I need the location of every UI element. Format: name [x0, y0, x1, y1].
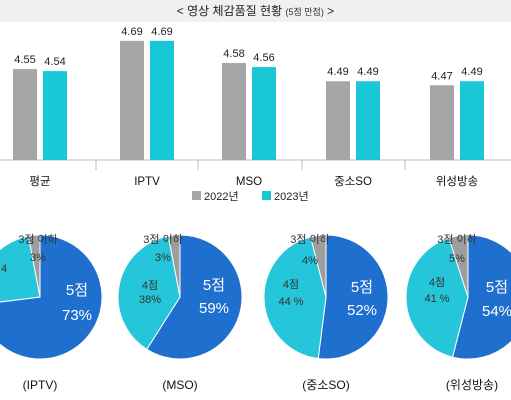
pie-slice-1-0 [146, 234, 243, 360]
pie-slice-2-0 [317, 234, 389, 360]
bar-2023-2 [252, 67, 276, 160]
bar-2022-3 [326, 81, 350, 160]
pie-slice-1-2 [167, 234, 181, 298]
category-label: IPTV [134, 176, 160, 188]
bar-value-label: 4.54 [44, 56, 65, 68]
pie-slice-3-0 [451, 234, 511, 360]
bar-value-label: 4.55 [14, 54, 35, 66]
pie-slice-0-1 [0, 235, 41, 303]
pie-slice-label: 4 [1, 263, 7, 275]
pie-slice-label: 5점 [486, 279, 508, 296]
pie-slice-label: 4점 [283, 278, 299, 291]
pie-slice-0-0 [0, 234, 103, 360]
bar-2022-0 [13, 69, 37, 160]
legend-swatch-2023 [262, 191, 271, 200]
bar-2023-4 [460, 81, 484, 160]
pie-slice-label: 5점 [203, 277, 225, 294]
pie-slice-label: 5점 [351, 279, 373, 296]
pie-slice-2-2 [309, 234, 327, 298]
bar-value-label: 4.58 [223, 48, 244, 60]
pie-slice-label: 3점 이하 [437, 232, 477, 246]
bar-value-label: 4.49 [327, 66, 348, 78]
pie-slice-percent: 3% [30, 252, 46, 264]
pie-slice-0-2 [27, 234, 41, 298]
bar-value-label: 4.47 [431, 70, 452, 82]
pie-slice-percent: 4% [302, 255, 318, 267]
chart-title-bar: < 영상 체감품질 현황 (5점 만점) > [0, 0, 511, 22]
bar-value-label: 4.49 [461, 66, 482, 78]
pie-slice-label: 3점 이하 [18, 232, 58, 246]
chart-title-close: > [327, 4, 335, 18]
bar-2022-1 [120, 40, 144, 160]
chart-subtitle: (5점 만점) [285, 7, 324, 17]
category-label: 평균 [29, 175, 50, 188]
bar-2022-4 [430, 85, 454, 160]
pie-slice-label: 3점 이하 [143, 232, 183, 246]
pie-slice-2-1 [263, 236, 327, 360]
legend-swatch-2022 [192, 191, 201, 200]
chart-title: < 영상 체감품질 현황 [176, 4, 283, 18]
bar-2023-1 [150, 40, 174, 160]
pie-slice-percent: 73% [62, 307, 92, 324]
bar-2022-2 [222, 63, 246, 160]
pie-slice-label: 5점 [66, 282, 88, 299]
pie-slice-label: 3점 이하 [290, 232, 330, 246]
pie-caption: (MSO) [162, 378, 197, 392]
pie-slice-label: 4점 [429, 276, 445, 289]
pie-caption: (IPTV) [23, 378, 58, 392]
pie-slice-percent: 38% [139, 294, 161, 306]
bar-value-label: 4.69 [121, 26, 142, 38]
bar-value-label: 4.49 [357, 66, 378, 78]
pie-slice-3-1 [405, 237, 469, 358]
bar-value-label: 4.56 [253, 52, 274, 64]
legend-label-2023: 2023년 [274, 190, 309, 203]
pie-slice-percent: 54% [482, 303, 511, 320]
pie-caption: (위성방송) [446, 378, 498, 392]
pie-slice-percent: 44 % [278, 296, 303, 308]
category-label: 중소SO [334, 175, 372, 188]
pie-slice-percent: 3% [155, 252, 171, 264]
category-label: 위성방송 [436, 175, 478, 188]
pie-slice-percent: 52% [347, 302, 377, 319]
bar-value-label: 4.69 [151, 26, 172, 38]
pie-slice-label: 4점 [142, 279, 158, 292]
pie-slice-3-2 [448, 234, 469, 298]
legend-label-2022: 2022년 [204, 190, 239, 203]
pie-slice-percent: 41 % [424, 293, 449, 305]
pie-slice-1-1 [117, 235, 181, 351]
pie-slice-percent: 59% [199, 300, 229, 317]
bar-2023-3 [356, 81, 380, 160]
pie-slice-percent: 5% [449, 253, 465, 265]
category-label: MSO [236, 176, 262, 188]
pie-caption: (중소SO) [302, 378, 349, 392]
bar-2023-0 [43, 71, 67, 160]
